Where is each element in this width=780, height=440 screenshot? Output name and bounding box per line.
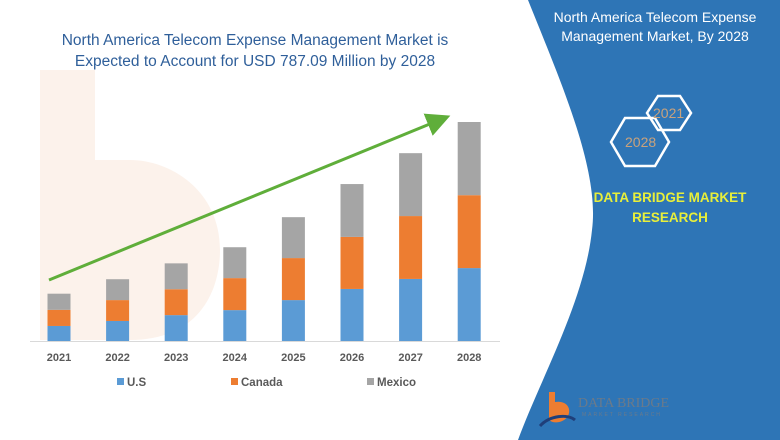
bar-2026-canada — [340, 236, 364, 289]
hex-2028-label: 2028 — [625, 134, 657, 150]
side-title-line-2: Management Market, By 2028 — [561, 28, 749, 44]
legend-swatch — [117, 378, 124, 385]
x-tick-label: 2021 — [47, 352, 71, 364]
bar-2023-canada — [164, 289, 188, 316]
brand-line-2: RESEARCH — [632, 210, 708, 225]
hexagon-2028-icon — [609, 116, 671, 168]
bar-2027-mexico — [399, 153, 423, 217]
side-panel — [518, 0, 780, 440]
bar-2027-us — [399, 278, 423, 341]
x-tick-label: 2025 — [281, 352, 305, 364]
x-tick-label: 2024 — [223, 352, 248, 364]
bar-2023-mexico — [164, 263, 188, 290]
brand-name: DATA BRIDGE MARKET RESEARCH — [590, 188, 750, 228]
bar-2025-us — [281, 300, 305, 341]
trend-arrow — [48, 113, 451, 282]
logo-icon — [538, 392, 576, 428]
title-line-2: Expected to Account for USD 787.09 Milli… — [74, 53, 436, 70]
legend-label: U.S — [127, 377, 147, 389]
bar-2028-mexico — [457, 122, 481, 196]
bar-2028-canada — [457, 195, 481, 269]
hex-2021-label: 2021 — [653, 105, 685, 121]
bar-2021-mexico — [47, 293, 71, 310]
side-title-line-1: North America Telecom Expense — [553, 9, 757, 25]
bar-2022-us — [106, 320, 130, 341]
chart-title: North America Telecom Expense Management… — [20, 30, 490, 72]
logo-subtext: MARKET RESEARCH — [582, 412, 662, 418]
bar-2024-canada — [223, 278, 247, 311]
bar-2021-canada — [47, 309, 71, 326]
bar-2025-mexico — [281, 217, 305, 259]
legend-label: Canada — [241, 377, 283, 389]
bar-2025-canada — [281, 258, 305, 301]
bar-2026-mexico — [340, 184, 364, 237]
legend-swatch — [367, 378, 374, 385]
bar-2027-canada — [399, 216, 423, 279]
bar-2028-us — [457, 268, 481, 341]
bar-2021-us — [47, 325, 71, 341]
bar-2024-us — [223, 310, 247, 341]
brand-line-1: DATA BRIDGE MARKET — [593, 190, 747, 205]
logo-text: DATA BRIDGE — [578, 396, 670, 411]
legend-label: Mexico — [377, 377, 416, 389]
stacked-bar-chart: 2021 2022 2023 2024 2025 2026 2027 2028 U.S Cana… — [30, 113, 500, 389]
x-tick-label: 2023 — [164, 352, 188, 364]
side-panel-title: North America Telecom Expense Management … — [535, 8, 775, 46]
bar-2024-mexico — [223, 247, 247, 279]
x-tick-label: 2027 — [398, 352, 422, 364]
legend-swatch — [231, 378, 238, 385]
bar-2022-canada — [106, 300, 130, 321]
x-tick-label: 2028 — [457, 352, 481, 364]
bar-2022-mexico — [106, 279, 130, 301]
title-line-1: North America Telecom Expense Management… — [61, 32, 449, 49]
x-tick-label: 2022 — [105, 352, 129, 364]
bar-2023-us — [164, 315, 188, 341]
x-tick-label: 2026 — [340, 352, 364, 364]
hexagon-2021-icon — [645, 94, 693, 132]
bar-2026-us — [340, 288, 364, 341]
